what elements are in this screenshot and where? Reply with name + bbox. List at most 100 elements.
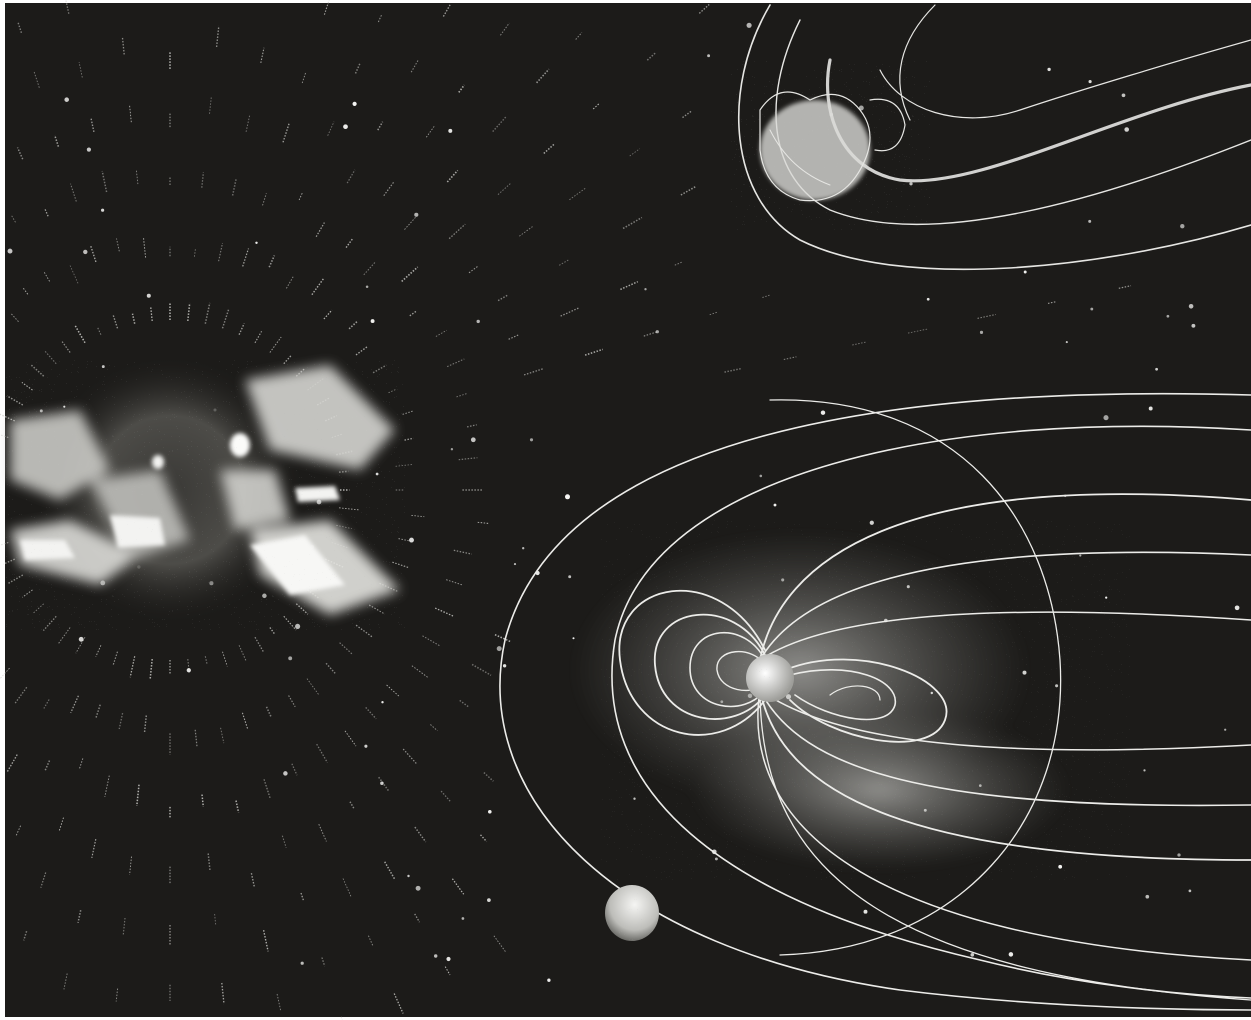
solar-wind-ray: [459, 699, 470, 708]
solar-wind-ray: [411, 514, 425, 518]
star: [926, 297, 930, 301]
star: [565, 494, 570, 500]
star: [1088, 219, 1092, 223]
solar-wind-ray: [96, 326, 102, 335]
solar-wind-ray: [204, 302, 211, 324]
solar-wind-ray: [483, 772, 494, 782]
star: [746, 22, 752, 28]
star: [1191, 323, 1196, 328]
solar-wind-ray: [492, 116, 507, 133]
star: [1188, 889, 1192, 893]
star: [502, 664, 507, 668]
sun-corona: [5, 355, 405, 630]
solar-wind-ray: [458, 457, 478, 461]
solar-wind-ray: [44, 760, 51, 771]
solar-wind-ray: [90, 118, 95, 133]
star: [1148, 406, 1153, 411]
solar-wind-ray: [306, 678, 320, 696]
solar-wind-ray: [281, 835, 287, 848]
solar-wind-ray: [16, 147, 24, 160]
solar-wind-ray: [499, 22, 510, 36]
solar-wind-ray: [74, 325, 86, 344]
solar-wind-ray: [316, 743, 328, 763]
star: [644, 288, 647, 291]
star: [380, 781, 384, 786]
star: [407, 874, 410, 878]
star: [1065, 341, 1068, 344]
star: [448, 128, 453, 133]
solar-wind-ray: [222, 651, 228, 667]
solar-wind-ray: [220, 727, 225, 744]
solar-wind-ray: [377, 13, 383, 23]
solar-wind-ray: [762, 294, 771, 298]
star: [7, 248, 13, 254]
solar-wind-ray: [477, 521, 490, 524]
solar-wind-ray: [434, 607, 454, 617]
solar-wind-ray: [355, 346, 368, 356]
solar-wind-ray: [263, 779, 271, 799]
star: [433, 954, 438, 958]
solar-wind-ray: [291, 763, 298, 776]
solar-wind-ray: [345, 238, 354, 249]
star: [522, 547, 525, 550]
solar-wind-ray: [300, 892, 305, 902]
solar-wind-ray: [318, 824, 327, 842]
solar-wind-ray: [1118, 285, 1132, 289]
star: [1047, 67, 1051, 72]
solar-wind-ray: [136, 784, 140, 806]
star: [820, 410, 826, 415]
solar-wind-ray: [414, 826, 427, 843]
solar-wind-ray: [560, 307, 580, 317]
solar-wind-ray: [238, 323, 245, 335]
solar-wind-ray: [10, 214, 16, 223]
solar-wind-ray: [783, 356, 797, 361]
solar-wind-ray: [365, 706, 377, 720]
star: [288, 656, 293, 661]
solar-wind-ray: [852, 341, 867, 346]
solar-wind-ray: [218, 242, 224, 262]
moon: [605, 885, 659, 941]
star: [300, 961, 304, 965]
solar-wind-ray: [493, 935, 507, 953]
star: [446, 956, 451, 962]
star: [476, 319, 480, 324]
solar-wind-ray: [446, 169, 459, 183]
star: [83, 249, 88, 255]
solar-wind-ray: [22, 287, 29, 295]
solar-wind-ray: [282, 122, 291, 143]
solar-wind-ray: [422, 635, 441, 647]
star: [970, 952, 975, 957]
star: [568, 575, 572, 579]
star: [1188, 304, 1194, 309]
solar-wind-ray: [682, 110, 693, 119]
solar-wind-ray: [569, 187, 587, 201]
star: [101, 208, 105, 212]
star: [343, 124, 348, 130]
star: [1023, 270, 1027, 274]
solar-wind-ray: [104, 775, 110, 798]
solar-wind-ray: [194, 247, 196, 257]
star: [86, 147, 91, 152]
solar-wind-ray: [201, 172, 205, 188]
solar-wind-ray: [43, 271, 50, 282]
solar-wind-ray: [187, 302, 191, 321]
solar-wind-ray: [349, 801, 356, 810]
solar-wind-ray: [301, 71, 307, 84]
solar-wind-ray: [620, 281, 639, 291]
solar-wind-ray: [323, 309, 333, 320]
solar-wind-ray: [325, 662, 336, 674]
star: [979, 330, 984, 334]
solar-wind-ray: [57, 627, 71, 645]
solar-wind-ray: [298, 192, 303, 201]
star: [415, 885, 421, 891]
star: [547, 978, 551, 982]
solar-wind-ray: [384, 861, 396, 881]
star: [64, 97, 69, 102]
solar-wind-ray: [43, 207, 49, 217]
star: [255, 241, 258, 245]
solar-wind-ray: [348, 320, 359, 330]
solar-wind-ray: [453, 549, 472, 555]
solar-wind-ray: [40, 872, 47, 888]
